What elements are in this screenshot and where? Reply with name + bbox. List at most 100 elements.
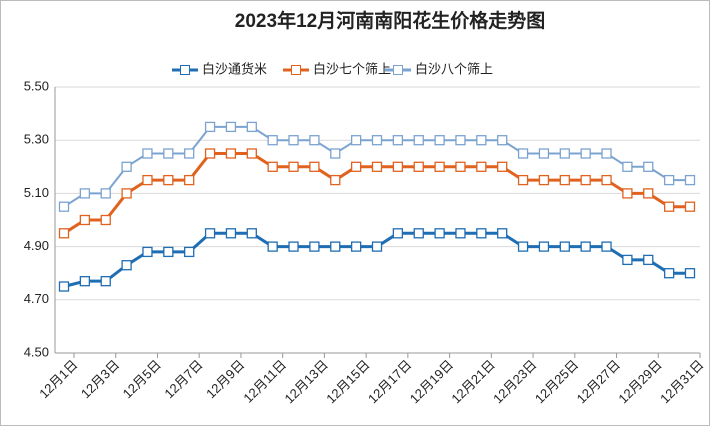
point-marker (309, 135, 320, 146)
point-marker (267, 135, 278, 146)
point-marker (517, 174, 529, 186)
point-marker (350, 135, 362, 146)
point-marker (476, 161, 487, 172)
point-marker (497, 135, 508, 146)
point-marker (413, 161, 424, 172)
point-marker (684, 201, 696, 212)
y-tick-label: 5.50 (24, 78, 49, 93)
point-marker (601, 148, 612, 159)
point-marker (580, 241, 591, 252)
point-marker (643, 188, 654, 199)
point-marker (58, 201, 70, 212)
point-marker (142, 148, 153, 159)
point-marker (601, 241, 612, 252)
point-marker (538, 174, 550, 186)
point-marker (246, 228, 257, 239)
point-marker (371, 135, 383, 146)
point-marker (601, 174, 612, 186)
point-marker (497, 228, 508, 239)
point-marker (497, 161, 508, 172)
legend-marker (291, 65, 301, 75)
point-marker (184, 148, 195, 159)
point-marker (330, 241, 341, 252)
point-marker (246, 148, 257, 159)
point-marker (225, 148, 237, 159)
point-marker (142, 246, 153, 258)
point-marker (392, 135, 404, 146)
point-marker (350, 161, 362, 172)
point-marker (663, 174, 675, 186)
point-marker (79, 188, 91, 199)
y-tick-label: 4.70 (24, 291, 49, 306)
legend-label: 白沙通货米 (202, 61, 267, 76)
point-marker (225, 121, 237, 133)
point-marker (142, 174, 153, 186)
legend-label: 白沙八个筛上 (415, 61, 493, 76)
point-marker (517, 148, 529, 159)
point-marker (121, 188, 132, 199)
point-marker (100, 214, 111, 226)
point-marker (413, 135, 424, 146)
point-marker (476, 135, 487, 146)
point-marker (643, 254, 654, 266)
point-marker (204, 228, 216, 239)
point-marker (100, 276, 111, 287)
point-marker (538, 241, 550, 252)
point-marker (434, 161, 445, 172)
point-marker (100, 188, 111, 199)
point-marker (371, 161, 383, 172)
point-marker (79, 276, 91, 287)
point-marker (580, 148, 591, 159)
point-marker (163, 148, 174, 159)
point-marker (559, 174, 570, 186)
point-marker (288, 161, 299, 172)
point-marker (267, 241, 278, 252)
point-marker (622, 161, 633, 172)
point-marker (538, 148, 550, 159)
point-marker (455, 161, 466, 172)
point-marker (79, 214, 91, 226)
point-marker (517, 241, 529, 252)
point-marker (663, 201, 675, 212)
point-marker (267, 161, 278, 172)
point-marker (622, 254, 633, 266)
point-marker (371, 241, 383, 252)
point-marker (434, 228, 445, 239)
point-marker (288, 135, 299, 146)
point-marker (58, 281, 70, 292)
y-tick-label: 4.90 (24, 238, 49, 253)
y-tick-label: 5.30 (24, 132, 49, 147)
point-marker (121, 260, 132, 271)
point-marker (163, 174, 174, 186)
point-marker (455, 135, 466, 146)
point-marker (350, 241, 362, 252)
point-marker (184, 246, 195, 258)
point-marker (476, 228, 487, 239)
point-marker (643, 161, 654, 172)
chart-title: 2023年12月河南南阳花生价格走势图 (235, 9, 545, 32)
point-marker (434, 135, 445, 146)
point-marker (580, 174, 591, 186)
point-marker (684, 174, 696, 186)
point-marker (163, 246, 174, 258)
point-marker (121, 161, 132, 172)
y-tick-label: 5.10 (24, 185, 49, 200)
point-marker (663, 268, 675, 279)
point-marker (330, 174, 341, 186)
point-marker (309, 241, 320, 252)
legend-label: 白沙七个筛上 (313, 61, 391, 76)
point-marker (622, 188, 633, 199)
point-marker (184, 174, 195, 186)
point-marker (330, 148, 341, 159)
point-marker (413, 228, 424, 239)
y-tick-label: 4.50 (24, 344, 49, 359)
point-marker (246, 121, 257, 133)
point-marker (559, 241, 570, 252)
point-marker (392, 228, 404, 239)
point-marker (204, 148, 216, 159)
point-marker (225, 228, 237, 239)
point-marker (288, 241, 299, 252)
point-marker (684, 268, 696, 279)
